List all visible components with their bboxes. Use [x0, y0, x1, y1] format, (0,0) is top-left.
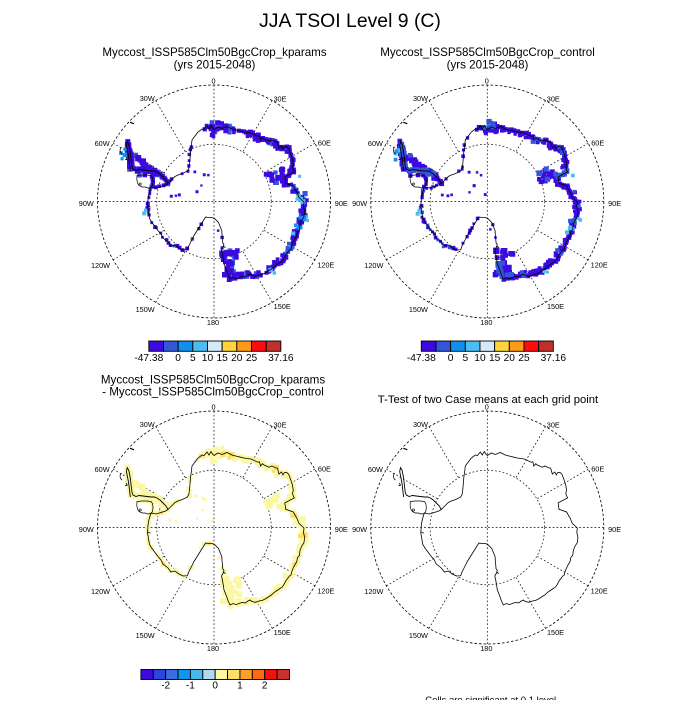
svg-text:30W: 30W: [140, 94, 155, 103]
svg-text:10: 10: [474, 353, 486, 364]
svg-text:Cells are significant at 0.1 l: Cells are significant at 0.1 level: [425, 695, 556, 700]
svg-text:25: 25: [246, 353, 258, 364]
svg-text:180: 180: [480, 644, 492, 653]
svg-text:Myccost_ISSP585Clm50BgcCrop_kp: Myccost_ISSP585Clm50BgcCrop_kparams: [102, 46, 326, 59]
svg-text:150E: 150E: [274, 628, 291, 637]
svg-text:20: 20: [231, 353, 243, 364]
svg-text:30E: 30E: [274, 95, 287, 104]
svg-text:30E: 30E: [274, 421, 287, 430]
svg-text:90W: 90W: [352, 199, 367, 208]
svg-text:90W: 90W: [79, 199, 94, 208]
svg-text:5: 5: [462, 353, 468, 364]
svg-text:5: 5: [190, 353, 196, 364]
svg-text:120W: 120W: [91, 587, 110, 596]
svg-text:(yrs 2015-2048): (yrs 2015-2048): [174, 59, 256, 72]
svg-text:JJA TSOI Level 9 (C): JJA TSOI Level 9 (C): [259, 10, 441, 32]
svg-text:180: 180: [207, 318, 219, 327]
svg-text:(yrs 2015-2048): (yrs 2015-2048): [447, 59, 529, 72]
svg-text:60E: 60E: [591, 139, 604, 148]
svg-text:90E: 90E: [608, 525, 621, 534]
svg-text:-47.38: -47.38: [134, 353, 163, 364]
svg-text:90W: 90W: [352, 525, 367, 534]
svg-text:20: 20: [504, 353, 516, 364]
svg-text:90E: 90E: [335, 199, 348, 208]
svg-text:10: 10: [202, 353, 214, 364]
svg-text:60W: 60W: [368, 139, 383, 148]
svg-text:60E: 60E: [318, 465, 331, 474]
svg-text:30W: 30W: [140, 420, 155, 429]
svg-text:120E: 120E: [591, 586, 608, 595]
svg-text:150W: 150W: [136, 305, 155, 314]
svg-text:0: 0: [485, 77, 489, 86]
svg-text:15: 15: [216, 353, 228, 364]
svg-text:-2: -2: [161, 681, 170, 692]
svg-text:0: 0: [175, 353, 181, 364]
svg-text:30E: 30E: [547, 95, 560, 104]
svg-text:120E: 120E: [591, 260, 608, 269]
svg-text:30E: 30E: [547, 421, 560, 430]
svg-text:60E: 60E: [591, 465, 604, 474]
svg-text:37.16: 37.16: [541, 353, 567, 364]
svg-text:15: 15: [489, 353, 501, 364]
svg-text:30W: 30W: [413, 420, 428, 429]
svg-text:60W: 60W: [368, 465, 383, 474]
svg-text:150E: 150E: [547, 628, 564, 637]
svg-text:120W: 120W: [364, 261, 383, 270]
svg-text:180: 180: [480, 318, 492, 327]
svg-text:90W: 90W: [79, 525, 94, 534]
svg-text:150W: 150W: [409, 631, 428, 640]
svg-text:0: 0: [211, 77, 215, 86]
svg-text:Myccost_ISSP585Clm50BgcCrop_co: Myccost_ISSP585Clm50BgcCrop_control: [380, 46, 595, 59]
svg-text:120E: 120E: [317, 586, 334, 595]
svg-text:120E: 120E: [317, 260, 334, 269]
svg-text:60W: 60W: [95, 139, 110, 148]
svg-text:90E: 90E: [335, 525, 348, 534]
svg-text:Myccost_ISSP585Clm50BgcCrop_kp: Myccost_ISSP585Clm50BgcCrop_kparams: [101, 374, 325, 387]
svg-text:60W: 60W: [95, 465, 110, 474]
svg-text:30W: 30W: [413, 94, 428, 103]
svg-text:1: 1: [237, 681, 243, 692]
svg-text:150E: 150E: [274, 302, 291, 311]
svg-text:120W: 120W: [364, 587, 383, 596]
svg-text:0: 0: [448, 353, 454, 364]
svg-text:120W: 120W: [91, 261, 110, 270]
svg-text:180: 180: [207, 644, 219, 653]
svg-text:- Myccost_ISSP585Clm50BgcCrop_: - Myccost_ISSP585Clm50BgcCrop_control: [102, 386, 324, 399]
svg-text:0: 0: [211, 403, 215, 412]
svg-text:150W: 150W: [136, 631, 155, 640]
svg-text:37.16: 37.16: [268, 353, 294, 364]
svg-text:2: 2: [262, 681, 268, 692]
svg-text:25: 25: [518, 353, 530, 364]
svg-text:0: 0: [485, 403, 489, 412]
svg-text:90E: 90E: [608, 199, 621, 208]
svg-text:150W: 150W: [409, 305, 428, 314]
svg-text:-47.38: -47.38: [407, 353, 436, 364]
svg-text:-1: -1: [186, 681, 195, 692]
svg-text:60E: 60E: [318, 139, 331, 148]
svg-text:0: 0: [212, 681, 218, 692]
svg-text:150E: 150E: [547, 302, 564, 311]
svg-text:T-Test of two Case means at ea: T-Test of two Case means at each grid po…: [378, 394, 599, 406]
